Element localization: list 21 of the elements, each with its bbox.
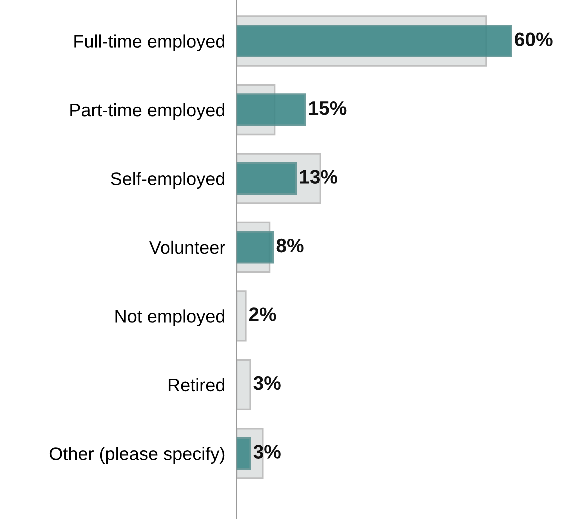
bar (236, 94, 306, 126)
bar (236, 162, 298, 196)
data-label: 13% (300, 170, 338, 184)
data-label: 60% (515, 32, 553, 46)
data-label: 15% (309, 101, 347, 116)
y-tick-label: Not employed (116, 310, 225, 326)
y-tick-label: Retired (168, 378, 225, 392)
bar (236, 24, 512, 58)
y-tick-label: Volunteer (149, 240, 226, 254)
y-tick-label: Part-time employed (70, 103, 225, 120)
bar (236, 359, 252, 411)
bar (236, 231, 274, 264)
data-label: 3% (254, 445, 281, 459)
data-label: 2% (249, 308, 276, 322)
data-label: 3% (254, 376, 281, 390)
bar (236, 290, 247, 342)
y-tick-label: Other (please specify) (50, 447, 225, 464)
y-tick-label: Full-time employed (74, 34, 225, 52)
y-tick-label: Self-employed (111, 172, 225, 190)
data-label: 8% (276, 238, 304, 253)
bar (236, 437, 252, 470)
